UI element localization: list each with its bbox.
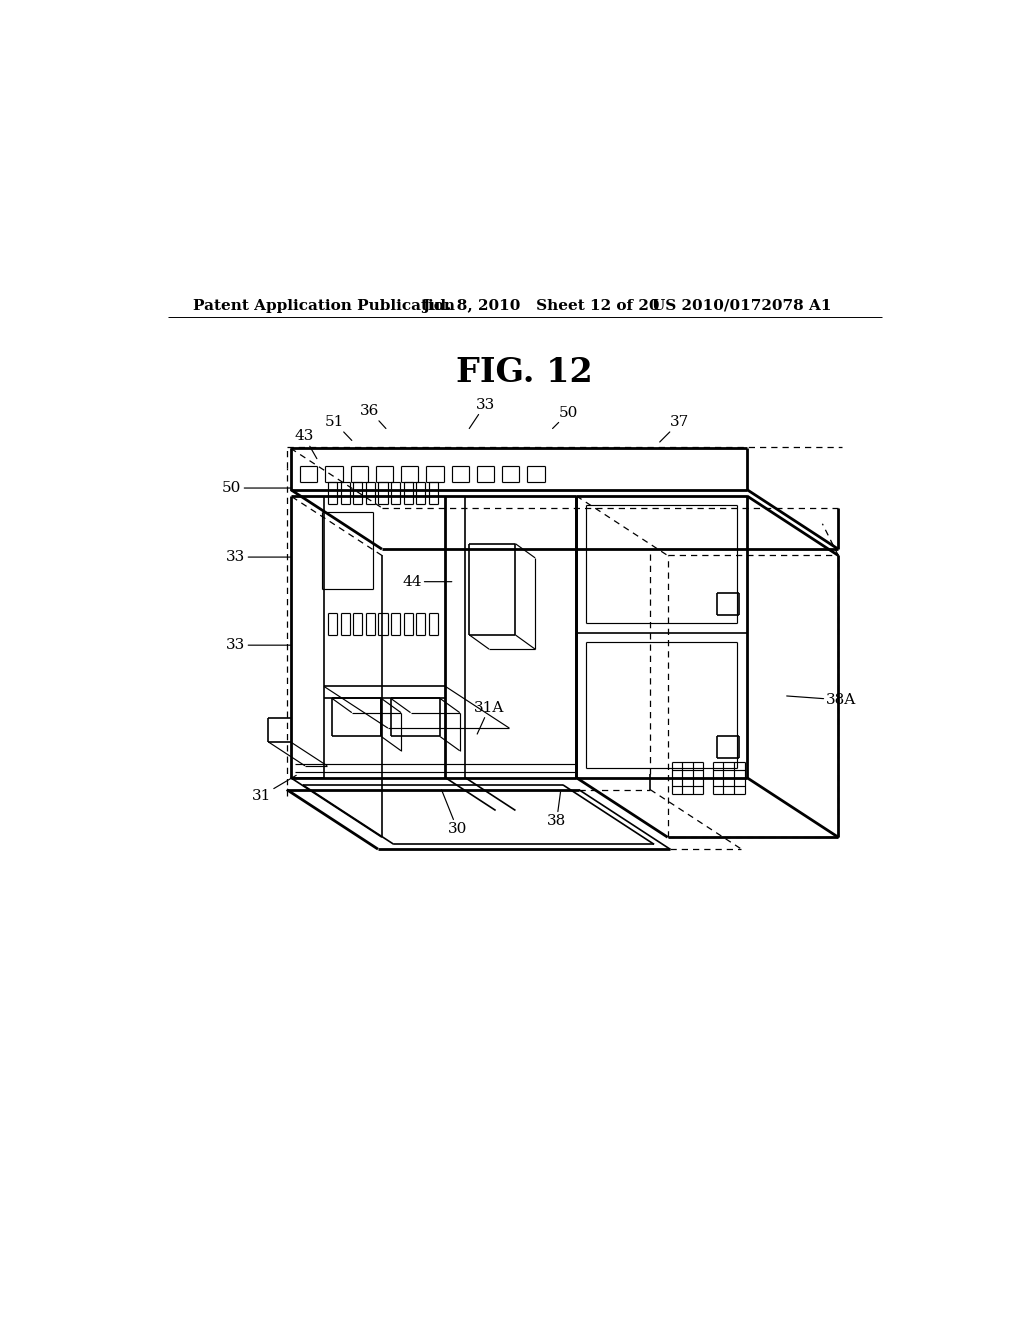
Text: FIG. 12: FIG. 12: [457, 356, 593, 389]
Text: Jul. 8, 2010   Sheet 12 of 20: Jul. 8, 2010 Sheet 12 of 20: [422, 298, 659, 313]
Text: US 2010/0172078 A1: US 2010/0172078 A1: [652, 298, 831, 313]
Text: 31A: 31A: [474, 701, 504, 734]
Text: Patent Application Publication: Patent Application Publication: [194, 298, 455, 313]
Text: 33: 33: [469, 397, 495, 429]
Text: 38: 38: [547, 792, 566, 829]
Text: 43: 43: [295, 429, 316, 458]
Text: 30: 30: [441, 789, 467, 837]
Text: 50: 50: [553, 405, 579, 429]
Text: 31: 31: [252, 775, 296, 803]
Text: 36: 36: [360, 404, 386, 429]
Text: 44: 44: [402, 574, 452, 589]
Text: 51: 51: [325, 416, 352, 441]
Text: 33: 33: [226, 550, 291, 564]
Text: 50: 50: [222, 480, 291, 495]
Text: 33: 33: [226, 638, 291, 652]
Text: 38A: 38A: [786, 693, 857, 708]
Text: 37: 37: [659, 416, 689, 442]
